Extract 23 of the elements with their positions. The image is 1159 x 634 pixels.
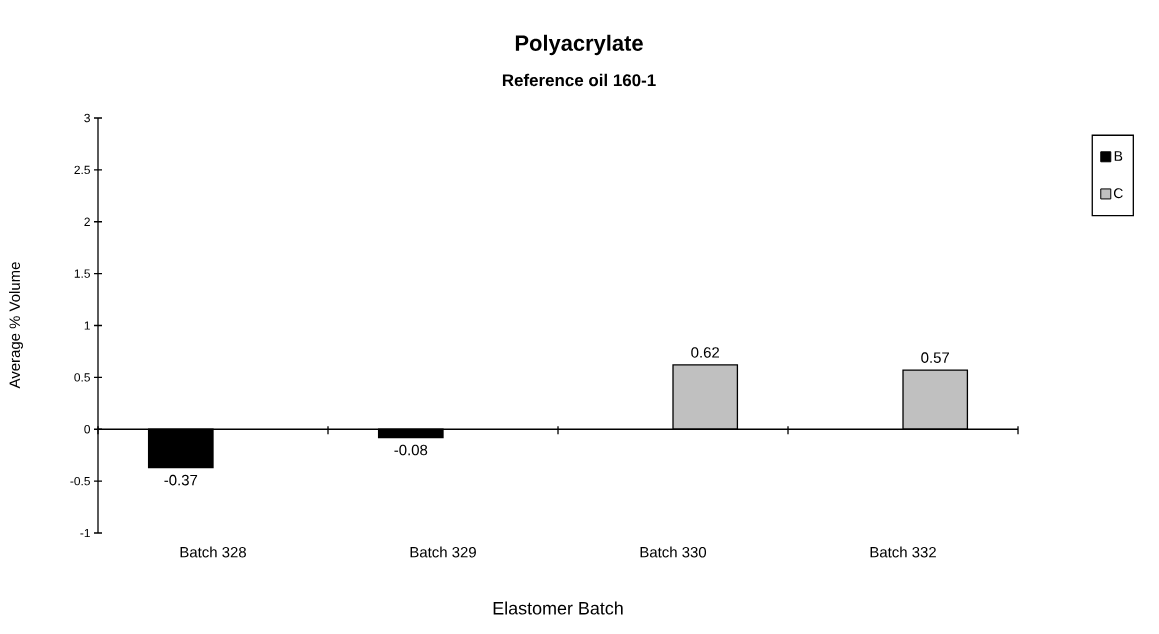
legend-label: B xyxy=(1114,151,1123,161)
data-label: -0.37 xyxy=(164,474,198,486)
chart-title: Polyacrylate xyxy=(515,34,643,56)
x-tick-label: Batch 330 xyxy=(640,546,707,558)
y-axis-title: Average % Volume xyxy=(9,262,23,389)
y-tick-label: 1.5 xyxy=(74,269,90,278)
data-label: -0.08 xyxy=(394,444,428,456)
y-tick-label: 0.5 xyxy=(74,373,90,382)
y-tick-label: 3 xyxy=(84,113,90,123)
x-tick-label: Batch 328 xyxy=(180,546,246,558)
data-label: 0.62 xyxy=(691,347,719,358)
x-tick-label: Batch 332 xyxy=(870,546,936,558)
data-label: 0.57 xyxy=(921,352,949,363)
y-tick-label: 2 xyxy=(84,217,90,226)
y-tick-label: -1 xyxy=(80,528,90,538)
y-tick-label: 0 xyxy=(84,425,91,434)
chart-subtitle: Reference oil 160-1 xyxy=(502,73,656,87)
x-tick-label: Batch 329 xyxy=(410,546,476,558)
legend-label: C xyxy=(1113,188,1123,199)
y-tick-label: 2.5 xyxy=(74,165,90,175)
y-tick-label: -0.5 xyxy=(70,476,90,486)
y-tick-label: 1 xyxy=(84,321,90,330)
x-axis-title: Elastomer Batch xyxy=(493,601,623,615)
